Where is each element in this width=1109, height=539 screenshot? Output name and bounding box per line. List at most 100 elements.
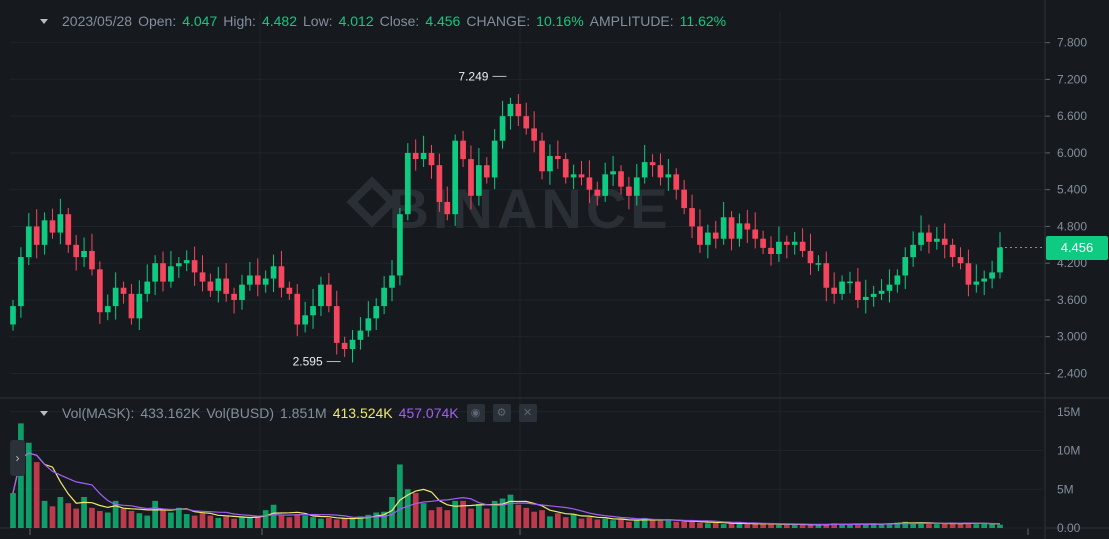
- volume-bar: [452, 500, 459, 528]
- candle-body: [855, 281, 861, 300]
- eye-icon[interactable]: ◉: [466, 404, 485, 422]
- ma2-value: 457.074K: [398, 405, 459, 421]
- volume-bar: [104, 512, 111, 528]
- high-label: High:: [223, 13, 256, 29]
- candle-body: [712, 232, 719, 239]
- vol-value: 433.162K: [140, 405, 201, 421]
- volume-bar: [586, 517, 593, 528]
- candle-body: [862, 296, 869, 300]
- volume-bar: [681, 521, 688, 528]
- candle-body: [223, 278, 230, 294]
- price-tick-label: 6.000: [1057, 146, 1087, 160]
- volume-bar: [839, 524, 845, 528]
- volume-bar: [460, 500, 466, 528]
- volume-bar: [389, 497, 395, 528]
- volume-bar: [539, 510, 545, 528]
- candle-body: [949, 244, 956, 258]
- volume-bar: [626, 521, 632, 528]
- volume-bar: [491, 500, 498, 528]
- ohlc-info-bar: 2023/05/28 Open: 4.047 High: 4.482 Low: …: [40, 13, 726, 29]
- volume-bar: [89, 507, 95, 528]
- high-value: 4.482: [261, 13, 297, 29]
- volume-bar: [776, 524, 782, 528]
- volume-bar: [365, 514, 372, 528]
- close-icon[interactable]: ✕: [518, 404, 537, 422]
- volume-caret-icon[interactable]: [40, 410, 48, 416]
- collapse-caret-icon[interactable]: [40, 18, 48, 24]
- open-label: Open:: [138, 13, 177, 29]
- candle-body: [215, 278, 222, 291]
- volume-tick-label: 5M: [1057, 482, 1074, 496]
- close-value: 4.456: [425, 13, 461, 29]
- candle-body: [254, 275, 261, 285]
- volume-bar: [247, 517, 253, 528]
- volume-bar: [428, 510, 435, 528]
- chevron-right-icon[interactable]: ›: [10, 440, 25, 476]
- volume-bar: [594, 519, 601, 528]
- candle-body: [886, 284, 893, 291]
- candle-body: [507, 103, 514, 117]
- volume-ma-line-2: [12, 452, 1001, 526]
- candle-body: [847, 281, 853, 284]
- volume-bar: [468, 508, 474, 528]
- candle-body: [618, 171, 624, 187]
- volume-bar: [736, 523, 743, 528]
- candle-body: [128, 293, 135, 319]
- volume-bar: [349, 517, 356, 528]
- volume-bar: [918, 522, 924, 528]
- candle-body: [81, 250, 87, 258]
- volume-bar: [65, 503, 72, 528]
- volume-tick-label: 10M: [1057, 444, 1080, 458]
- change-value: 10.16%: [536, 13, 584, 29]
- gear-icon[interactable]: ⚙: [492, 404, 511, 422]
- volume-bar: [760, 524, 766, 528]
- volume-bar: [689, 521, 695, 528]
- volume-bar: [286, 517, 293, 528]
- volume-bar: [697, 522, 703, 528]
- volume-info-bar: Vol(MASK): 433.162K Vol(BUSD) 1.851M 413…: [40, 404, 537, 422]
- candle-body: [120, 287, 127, 294]
- candle-body: [657, 165, 664, 178]
- candle-body: [752, 229, 759, 239]
- volume-bar: [120, 508, 127, 528]
- volume-bar: [333, 519, 340, 528]
- volume-bar: [112, 500, 119, 528]
- candle-body: [73, 244, 80, 258]
- candle-body: [665, 174, 672, 178]
- volume-bar: [657, 521, 664, 528]
- volume-bar: [799, 524, 806, 528]
- volume-bar: [965, 522, 972, 528]
- price-tick-label: 6.600: [1057, 109, 1087, 123]
- candle-body: [957, 257, 964, 264]
- candle-body: [902, 257, 909, 276]
- ma1-value: 413.524K: [332, 405, 393, 421]
- volume-bar: [215, 517, 222, 528]
- candle-body: [310, 306, 316, 316]
- volume-bar: [815, 524, 822, 528]
- candle-body: [262, 278, 269, 285]
- candle-body: [491, 140, 498, 178]
- watermark-logo-icon: [346, 176, 398, 228]
- volume-tick-label: 15M: [1057, 405, 1080, 419]
- candle-body: [981, 278, 988, 282]
- volume-bar: [397, 464, 403, 528]
- candle-body: [436, 165, 443, 202]
- volume-bar: [531, 511, 537, 528]
- volume-bar: [278, 515, 285, 528]
- candle-body: [626, 186, 632, 196]
- candle-body: [941, 238, 948, 245]
- candle-body: [973, 281, 980, 285]
- candle-body: [168, 266, 174, 282]
- candle-body: [989, 272, 995, 279]
- busd-value: 1.851M: [280, 405, 327, 421]
- volume-bar: [554, 513, 561, 528]
- busd-label: Vol(BUSD): [206, 405, 274, 421]
- volume-bar: [870, 523, 877, 528]
- volume-bar: [902, 521, 909, 528]
- candle-body: [104, 306, 111, 313]
- candle-body: [815, 263, 822, 265]
- volume-bar: [547, 516, 553, 528]
- volume-bar: [981, 523, 988, 528]
